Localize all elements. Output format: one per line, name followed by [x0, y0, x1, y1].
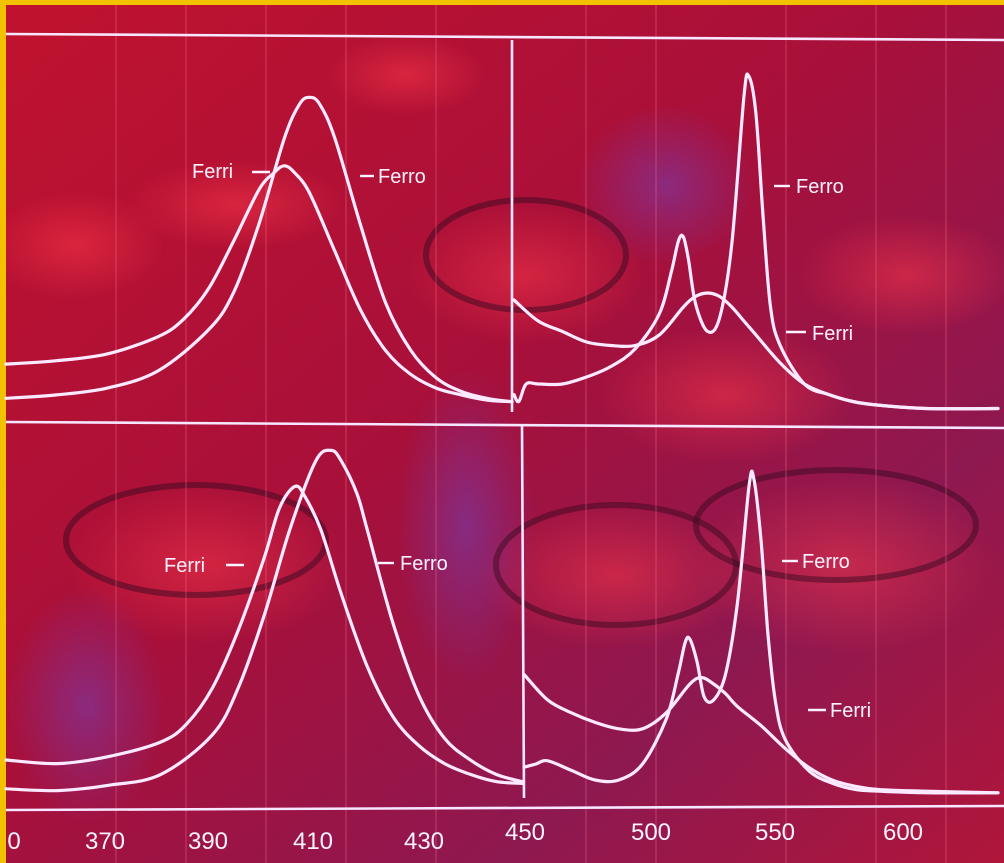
x-axis-ticks: 0 370 390 410 430 450 500 550 600 [7, 819, 923, 855]
series-label-top-left-ferri: Ferri [192, 161, 233, 183]
curve-bottom-right-ferri [522, 672, 1000, 795]
series-labels: Ferri Ferro Ferri Ferro Ferri Ferro Ferri Ferro [164, 161, 871, 722]
series-label-top-left-ferro: Ferro [378, 166, 426, 188]
x-tick-label: 410 [293, 828, 333, 855]
series-label-top-right-ferro: Ferro [796, 176, 844, 198]
series-label-bottom-right-ferro: Ferro [802, 551, 850, 573]
x-tick-label: 500 [631, 819, 671, 846]
curve-bottom-left-ferro [4, 448, 524, 793]
x-tick-label: 430 [404, 828, 444, 855]
panel-divider-line [5, 32, 1004, 42]
curve-top-left-ferri [4, 164, 514, 404]
x-tick-label: 390 [188, 828, 228, 855]
curve-top-left-ferro [4, 95, 514, 404]
series-label-bottom-right-ferri: Ferri [830, 700, 871, 722]
x-tick-label: 600 [883, 819, 923, 846]
series-label-top-right-ferri: Ferri [812, 323, 853, 345]
x-tick-label: 450 [505, 819, 545, 846]
x-tick-label: 550 [755, 819, 795, 846]
panel-divider-line [5, 420, 1004, 430]
curve-top-right-ferro [512, 72, 1000, 411]
x-tick-label: 0 [7, 828, 20, 855]
series-label-bottom-left-ferro: Ferro [400, 553, 448, 575]
x-tick-label: 370 [85, 828, 125, 855]
panel-divider-line [520, 425, 526, 799]
panel-frames [5, 32, 1004, 812]
curve-bottom-right-ferro [522, 469, 1000, 795]
series-label-bottom-left-ferri: Ferri [164, 555, 205, 577]
photo-background [6, 5, 1004, 863]
spectrum-curves [4, 72, 1000, 795]
curve-top-right-ferri [512, 291, 1000, 411]
curve-bottom-left-ferri [4, 484, 524, 785]
panel-divider-line [5, 804, 1004, 812]
